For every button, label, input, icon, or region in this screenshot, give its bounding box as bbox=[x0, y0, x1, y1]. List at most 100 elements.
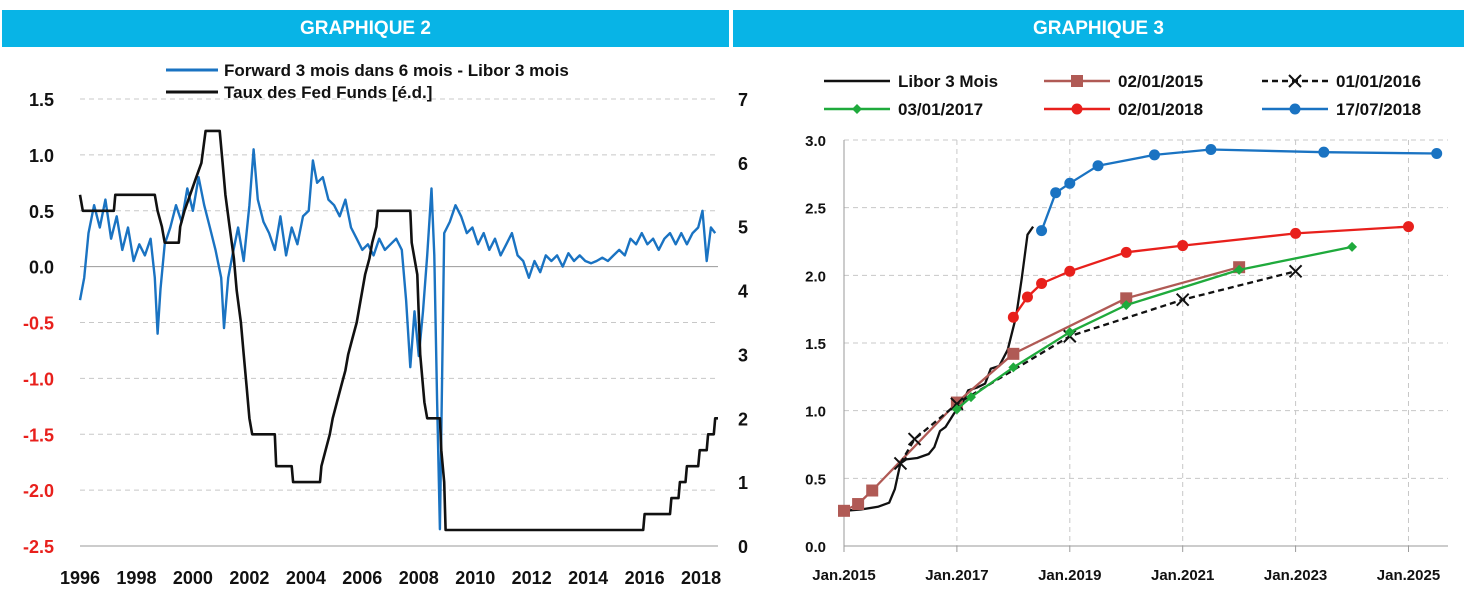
chart-3-data-point bbox=[1092, 160, 1104, 172]
chart-3-series bbox=[838, 143, 1443, 517]
chart-2-y-left-tick-label: 0.5 bbox=[29, 202, 54, 222]
chart-3-series-line bbox=[843, 225, 1035, 512]
chart-3-data-point bbox=[1036, 277, 1048, 289]
chart-2-y-left-tick-label: 1.0 bbox=[29, 146, 54, 166]
chart-2-y-right-tick-label: 6 bbox=[738, 154, 748, 174]
chart-2-y-right-tick-label: 5 bbox=[738, 218, 748, 238]
chart-2-x-tick-label: 2010 bbox=[455, 568, 495, 588]
chart-2-grid bbox=[80, 98, 718, 547]
chart-3-data-point bbox=[1036, 225, 1048, 237]
chart-2-x-tick-label: 2000 bbox=[173, 568, 213, 588]
chart-3-grid bbox=[844, 139, 1448, 546]
chart-2-y-left-tick-label: -1.0 bbox=[23, 369, 54, 389]
chart-3-data-point bbox=[950, 397, 964, 411]
chart-3-x-tick-label: Jan.2019 bbox=[1038, 567, 1101, 584]
chart-3-data-point bbox=[966, 392, 977, 403]
chart-2-axes: 1.5 1.0 0.5 0.0 -0.5 -1.0 -1.5 -2.0 -2.5 7 6 5 4 3 2 1 0… bbox=[23, 90, 748, 588]
chart-3-data-point bbox=[907, 432, 922, 446]
chart-3-y-tick-label: 2.0 bbox=[805, 268, 826, 285]
chart-3-x-tick-label: Jan.2015 bbox=[812, 567, 875, 584]
chart-2-y-right-tick-label: 7 bbox=[738, 90, 748, 110]
chart-3-legend-label: Libor 3 Mois bbox=[898, 72, 998, 91]
chart-2-y-right-tick-label: 3 bbox=[738, 345, 748, 365]
chart-3-legend-marker bbox=[1288, 74, 1302, 88]
chart-2-y-left-tick-label: 1.5 bbox=[29, 90, 54, 110]
chart-3-data-point bbox=[1007, 311, 1019, 323]
chart-2-x-tick-label: 1996 bbox=[60, 568, 100, 588]
chart-2-x-tick-label: 2012 bbox=[512, 568, 552, 588]
chart-2-x-tick-label: 2002 bbox=[229, 568, 269, 588]
chart-3-data-point bbox=[1021, 291, 1033, 303]
chart-3-data-point bbox=[1064, 177, 1076, 189]
chart-3-data-point bbox=[1318, 146, 1330, 158]
chart-3-data-point bbox=[1431, 148, 1443, 160]
chart-3-legend-marker bbox=[1071, 75, 1083, 87]
chart-3-data-point bbox=[1064, 327, 1075, 338]
chart-3-data-point bbox=[1288, 264, 1303, 278]
chart-3-legend: Libor 3 Mois 02/01/2015 01/01/2016 03/01/20… bbox=[824, 72, 1421, 119]
chart-2-series bbox=[78, 129, 718, 532]
chart-3-y-tick-label: 1.0 bbox=[805, 404, 826, 421]
chart-3-data-point bbox=[1347, 241, 1358, 252]
chart-3-y-tick-label: 2.5 bbox=[805, 201, 826, 218]
chart-3-legend-label: 03/01/2017 bbox=[898, 100, 983, 119]
chart-3-x-tick-label: Jan.2021 bbox=[1151, 567, 1214, 584]
chart-2-legend-label: Forward 3 mois dans 6 mois - Libor 3 moi… bbox=[224, 61, 569, 80]
chart-3-x-tick-label: Jan.2023 bbox=[1264, 567, 1327, 584]
chart-2-y-left-tick-label: -2.5 bbox=[23, 537, 54, 557]
chart-3-series-line bbox=[956, 245, 1353, 411]
chart-3-data-point bbox=[1121, 300, 1132, 311]
chart-2-legend-label: Taux des Fed Funds [é.d.] bbox=[224, 83, 432, 102]
chart-3-data-point bbox=[1050, 187, 1062, 199]
chart-2-y-right-tick-label: 0 bbox=[738, 537, 748, 557]
chart-3-y-tick-label: 3.0 bbox=[805, 133, 826, 150]
chart-2-y-left-tick-label: -1.5 bbox=[23, 425, 54, 445]
chart-2-x-tick-label: 2006 bbox=[342, 568, 382, 588]
chart-3-data-point bbox=[866, 484, 879, 497]
chart-3-legend-marker bbox=[1071, 103, 1083, 115]
chart-3-x-tick-label: Jan.2025 bbox=[1377, 567, 1440, 584]
chart-3-data-point bbox=[1008, 362, 1019, 373]
chart-3-data-point bbox=[852, 498, 865, 511]
chart-3-legend-label: 17/07/2018 bbox=[1336, 100, 1421, 119]
chart-3-y-tick-label: 0.0 bbox=[805, 539, 826, 556]
chart-2-y-left-tick-label: 0.0 bbox=[29, 258, 54, 278]
chart-3-data-point bbox=[1402, 221, 1414, 233]
chart-2-title: GRAPHIQUE 2 bbox=[300, 17, 431, 39]
chart-2-title-banner: GRAPHIQUE 2 bbox=[2, 10, 729, 47]
chart-3-legend-label: 02/01/2015 bbox=[1118, 72, 1203, 91]
chart-3-data-point bbox=[951, 404, 962, 415]
chart-3-data-point bbox=[1234, 264, 1245, 275]
chart-3-y-tick-label: 1.5 bbox=[805, 336, 826, 353]
chart-2-y-left-tick-label: -2.0 bbox=[23, 481, 54, 501]
chart-2-series-line bbox=[78, 148, 717, 531]
chart-2-y-right-tick-label: 1 bbox=[738, 473, 748, 493]
chart-3-y-tick-label: 0.5 bbox=[805, 471, 826, 488]
chart-2-x-tick-label: 2016 bbox=[625, 568, 665, 588]
chart-3-series-line bbox=[899, 270, 1296, 464]
chart-3-data-point bbox=[1064, 265, 1076, 277]
chart-3-title: GRAPHIQUE 3 bbox=[1033, 17, 1164, 39]
chart-3-legend-label: 01/01/2016 bbox=[1336, 72, 1421, 91]
chart-3-data-point bbox=[1120, 246, 1132, 258]
chart-2-y-right-tick-label: 4 bbox=[738, 282, 748, 302]
chart-2-x-tick-label: 1998 bbox=[116, 568, 156, 588]
chart-3-legend-marker bbox=[852, 104, 862, 114]
chart-2-x-tick-label: 2008 bbox=[399, 568, 439, 588]
chart-3-data-point bbox=[1148, 149, 1160, 161]
chart-3-data-point bbox=[1007, 347, 1020, 360]
chart-3-legend-label: 02/01/2018 bbox=[1118, 100, 1203, 119]
chart-3-data-point bbox=[838, 504, 850, 517]
chart-3-data-point bbox=[1290, 227, 1302, 239]
chart-3-title-banner: GRAPHIQUE 3 bbox=[733, 10, 1464, 47]
chart-3-data-point bbox=[1205, 143, 1217, 155]
chart-2-series-line bbox=[78, 129, 718, 532]
chart-3-data-point bbox=[1175, 292, 1190, 307]
chart-3-x-tick-label: Jan.2017 bbox=[925, 567, 988, 584]
chart-2-x-tick-label: 2004 bbox=[286, 568, 326, 588]
chart-2-legend: Forward 3 mois dans 6 mois - Libor 3 moi… bbox=[166, 61, 569, 102]
chart-3-data-point bbox=[1177, 240, 1189, 252]
chart-2-y-right-tick-label: 2 bbox=[738, 409, 748, 429]
chart-2-y-left-tick-label: -0.5 bbox=[23, 314, 54, 334]
